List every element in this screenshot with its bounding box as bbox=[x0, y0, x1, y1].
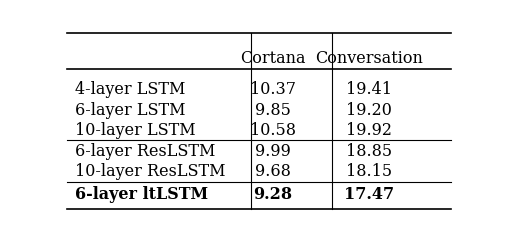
Text: 10.58: 10.58 bbox=[249, 122, 295, 139]
Text: 9.68: 9.68 bbox=[255, 163, 290, 180]
Text: Cortana: Cortana bbox=[240, 50, 305, 67]
Text: 19.20: 19.20 bbox=[345, 102, 391, 119]
Text: 6-layer ResLSTM: 6-layer ResLSTM bbox=[75, 143, 215, 160]
Text: 9.85: 9.85 bbox=[255, 102, 290, 119]
Text: 19.41: 19.41 bbox=[345, 81, 391, 99]
Text: 18.15: 18.15 bbox=[345, 163, 391, 180]
Text: 6-layer ltLSTM: 6-layer ltLSTM bbox=[75, 186, 208, 203]
Text: 10-layer ResLSTM: 10-layer ResLSTM bbox=[75, 163, 225, 180]
Text: 6-layer LSTM: 6-layer LSTM bbox=[75, 102, 185, 119]
Text: 9.28: 9.28 bbox=[253, 186, 292, 203]
Text: 18.85: 18.85 bbox=[345, 143, 391, 160]
Text: 17.47: 17.47 bbox=[343, 186, 393, 203]
Text: 10-layer LSTM: 10-layer LSTM bbox=[75, 122, 195, 139]
Text: 9.99: 9.99 bbox=[255, 143, 290, 160]
Text: Conversation: Conversation bbox=[315, 50, 422, 67]
Text: 10.37: 10.37 bbox=[249, 81, 295, 99]
Text: 19.92: 19.92 bbox=[345, 122, 391, 139]
Text: 4-layer LSTM: 4-layer LSTM bbox=[75, 81, 185, 99]
